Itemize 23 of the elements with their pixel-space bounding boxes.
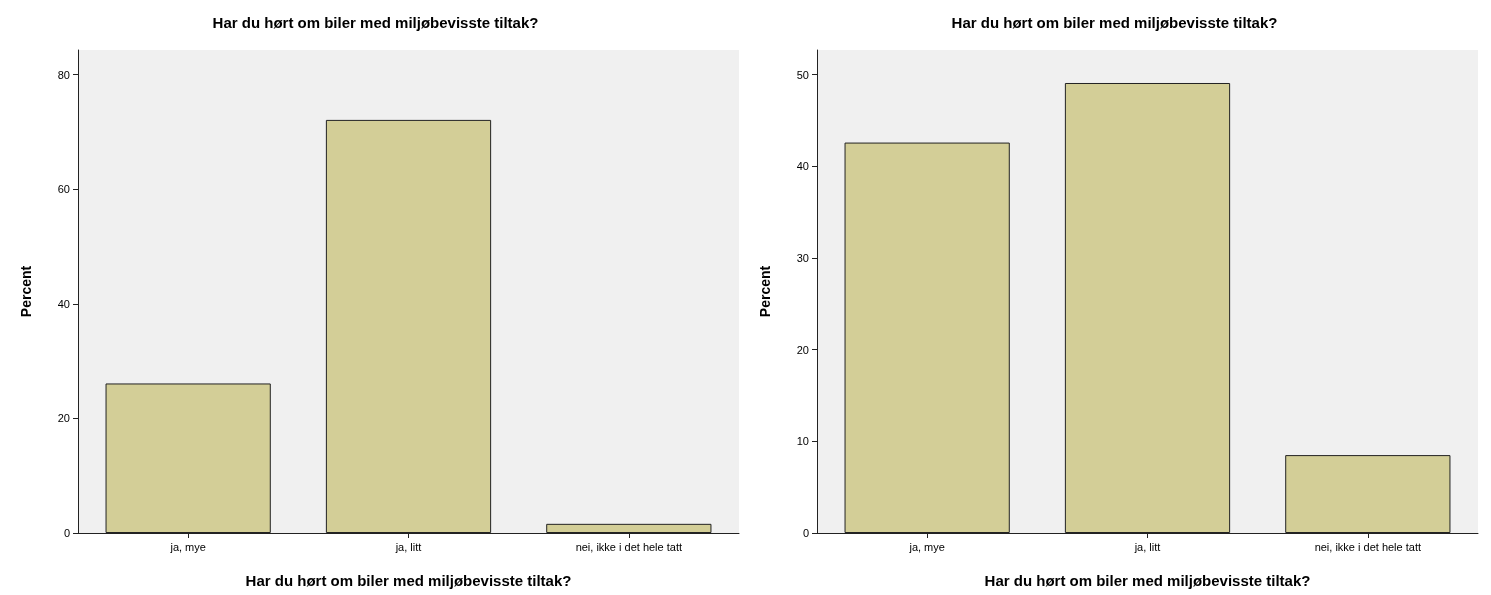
y-tick-label: 10: [796, 435, 809, 448]
y-tick-label: 50: [796, 68, 809, 81]
y-tick-label: 30: [796, 252, 809, 265]
x-tick-label: ja, litt: [394, 540, 422, 553]
x-tick-label: nei, ikke i det hele tatt: [575, 540, 683, 553]
x-tick-label: nei, ikke i det hele tatt: [1314, 540, 1422, 553]
y-tick-label: 0: [63, 527, 70, 539]
chart-title: Har du hørt om biler med miljøbevisste tiltak?: [212, 14, 539, 31]
x-axis-title: Har du hørt om biler med miljøbevisste tiltak?: [245, 572, 572, 589]
y-tick-label: 0: [802, 527, 809, 539]
y-tick-label: 60: [57, 183, 70, 196]
y-axis-title: Percent: [18, 265, 34, 318]
y-tick-label: 20: [796, 343, 809, 356]
y-tick-label: 40: [57, 297, 70, 310]
chart-title: Har du hørt om biler med miljøbevisste tiltak?: [951, 14, 1278, 31]
x-tick-label: ja, mye: [169, 540, 206, 553]
y-tick-label: 20: [57, 412, 70, 425]
y-tick-label: 80: [57, 68, 70, 81]
x-axis-title: Har du hørt om biler med miljøbevisste tiltak?: [984, 572, 1311, 589]
y-axis-title: Percent: [757, 265, 773, 318]
x-tick-label: ja, litt: [1133, 540, 1161, 553]
x-tick-label: ja, mye: [908, 540, 945, 553]
y-tick-label: 40: [796, 160, 809, 173]
